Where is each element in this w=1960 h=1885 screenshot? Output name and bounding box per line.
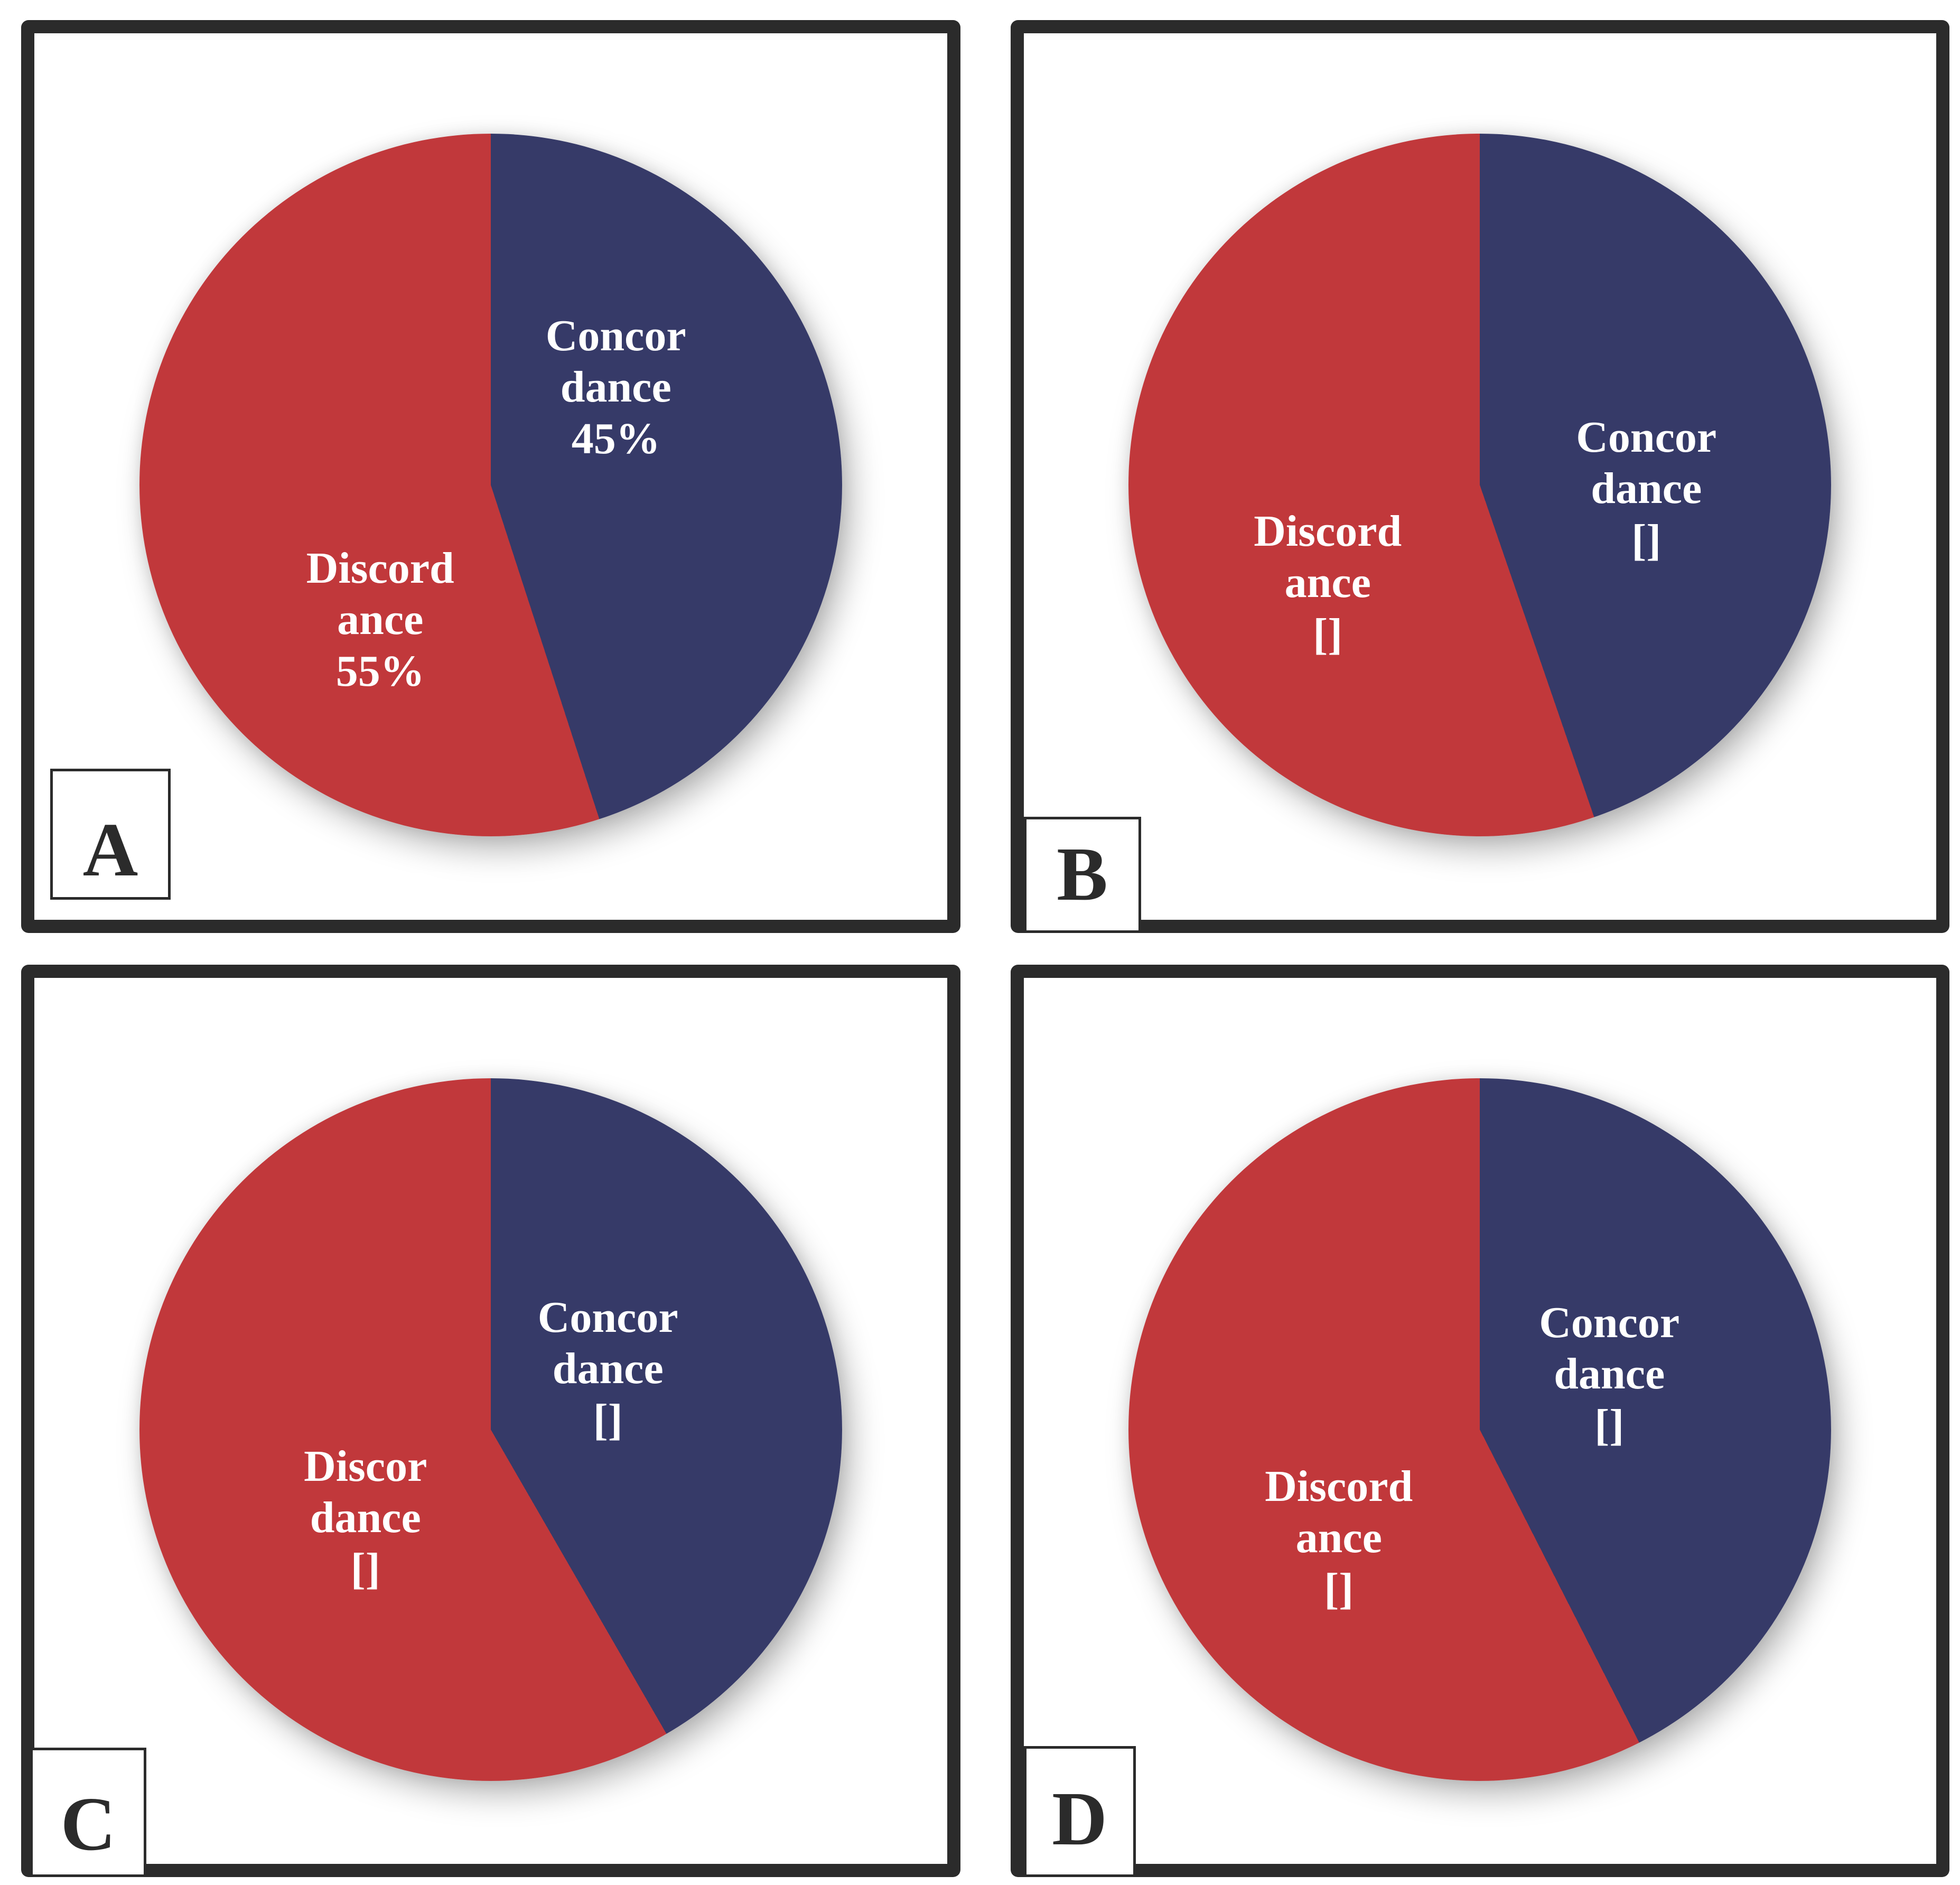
panel-b: Concor dance [] Discord ance [] B	[1010, 20, 1949, 933]
panel-letter: C	[60, 1782, 116, 1867]
slice-label-discordance: Discord ance []	[1254, 506, 1402, 659]
panel-letter-box: D	[1023, 1746, 1136, 1877]
slice-label-concordance: Concor dance []	[1539, 1298, 1680, 1450]
panel-a: Concor dance 45% Discord ance 55% A	[21, 20, 960, 933]
slice-label-concordance: Concor dance 45%	[545, 311, 686, 463]
slice-label-discordance: Discord ance 55%	[306, 543, 454, 696]
slice-label-discordance: Discord ance []	[1265, 1461, 1413, 1614]
panel-letter-box: B	[1023, 816, 1141, 933]
panel-d: Concor dance [] Discord ance [] D	[1010, 964, 1949, 1877]
pie-chart-b: Concor dance [] Discord ance []	[1128, 134, 1832, 836]
panel-letter: B	[1057, 832, 1108, 917]
panel-letter: A	[82, 807, 138, 892]
pie-chart-d: Concor dance [] Discord ance []	[1128, 1078, 1832, 1781]
pie-chart-c: Concor dance [] Discor dance []	[139, 1078, 842, 1781]
pie-chart-a: Concor dance 45% Discord ance 55%	[139, 134, 842, 836]
slice-label-concordance: Concor dance []	[1576, 412, 1717, 565]
slice-label-discordance: Discor dance []	[304, 1441, 427, 1594]
slice-label-concordance: Concor dance []	[537, 1292, 678, 1445]
panel-letter: D	[1052, 1777, 1107, 1861]
panel-letter-box: C	[30, 1748, 146, 1877]
panel-letter-box: A	[50, 768, 171, 900]
panel-c: Concor dance [] Discor dance [] C	[21, 964, 960, 1877]
